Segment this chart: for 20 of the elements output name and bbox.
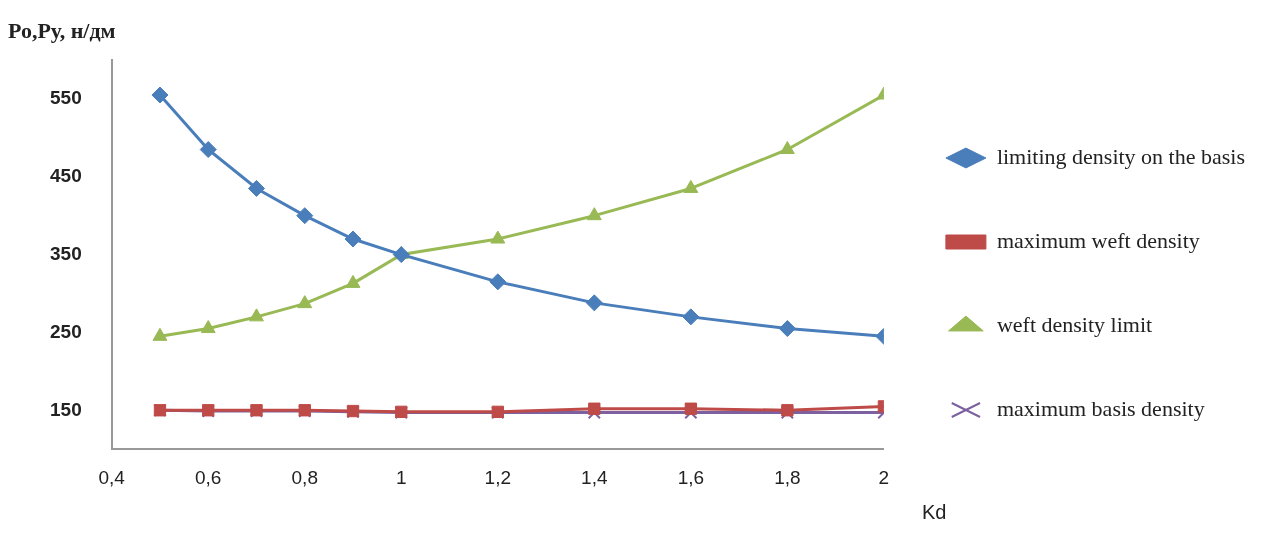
legend-label: maximum weft density [996,227,1200,253]
y-tick-label: 350 [50,242,82,264]
x-tick-label: 1 [395,466,407,488]
y-axis-title: Ро,Ру, н/дм [8,18,116,43]
x-tick-label: 2 [878,466,890,488]
x-tick-label: 1,8 [774,466,801,488]
x-axis-title: Kd [921,501,947,524]
legend-label: weft density limit [996,311,1153,337]
legend-label: maximum basis density [996,395,1205,421]
y-tick-label: 450 [50,164,82,186]
x-tick-label: 1,4 [581,466,608,488]
y-tick-label: 250 [50,320,82,342]
y-tick-label: 550 [50,87,82,109]
x-tick-label: 0,6 [195,466,222,488]
x-tick-label: 1,2 [484,466,512,488]
x-tick-label: 0,4 [98,466,126,488]
x-tick-label: 0,8 [291,466,318,488]
x-tick-label: 1,6 [677,466,705,488]
legend-label: limiting density on the basis [996,143,1246,169]
y-tick-label: 150 [50,398,82,420]
